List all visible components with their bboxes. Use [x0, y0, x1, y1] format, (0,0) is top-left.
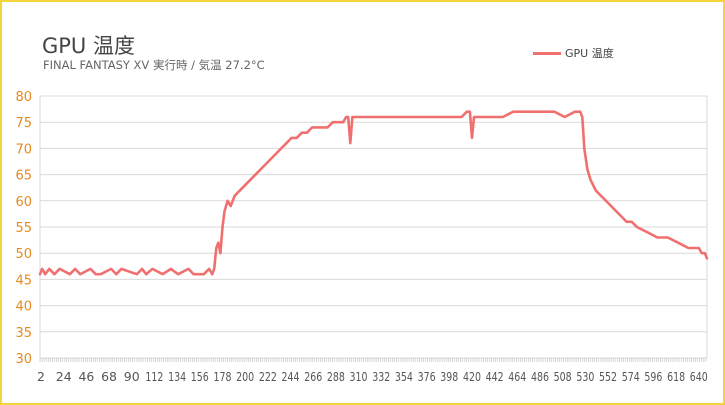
x-tick-label: 508 [554, 369, 572, 384]
x-tick-label: 596 [644, 369, 662, 384]
legend-label: GPU 温度 [565, 47, 614, 60]
x-tick-label: 244 [282, 369, 300, 384]
y-tick-label: 75 [15, 116, 32, 131]
chart-subtitle: FINAL FANTASY XV 実行時 / 気温 27.2°C [43, 58, 265, 72]
y-tick-label: 35 [15, 326, 32, 341]
y-tick-label: 60 [15, 195, 32, 210]
y-tick-labels: 30 35 40 45 50 55 60 65 70 75 80 [15, 90, 32, 367]
y-tick-label: 50 [15, 247, 32, 262]
x-tick-label: 200 [236, 369, 254, 384]
x-tick-label: 618 [667, 369, 685, 384]
x-tick-label: 640 [690, 369, 708, 384]
x-tick-marks [39, 358, 707, 362]
x-tick-label: 134 [168, 369, 186, 384]
x-tick-label: 68 [101, 369, 117, 384]
y-tick-label: 70 [15, 142, 32, 157]
y-tick-label: 55 [15, 221, 32, 236]
x-tick-label: 464 [508, 369, 526, 384]
x-tick-label: 112 [145, 369, 163, 384]
y-tick-label: 30 [15, 352, 32, 367]
series-line-gpu-temp [38, 110, 709, 276]
y-tick-label: 40 [15, 300, 32, 315]
grid-lines [39, 95, 708, 359]
legend: GPU 温度 [533, 45, 614, 61]
x-tick-label: 420 [463, 369, 481, 384]
y-tick-label: 45 [15, 273, 32, 288]
x-tick-label: 2 [37, 369, 45, 384]
x-tick-label: 332 [372, 369, 390, 384]
legend-swatch [533, 51, 561, 55]
x-tick-label: 310 [350, 369, 368, 384]
x-tick-label: 90 [124, 369, 140, 384]
x-tick-label: 398 [440, 369, 458, 384]
x-tick-label: 354 [395, 369, 413, 384]
x-tick-label: 376 [418, 369, 436, 384]
series-layer [38, 110, 709, 276]
x-tick-label: 46 [78, 369, 94, 384]
y-tick-label: 65 [15, 169, 32, 184]
x-tick-label: 442 [486, 369, 504, 384]
x-tick-label: 552 [599, 369, 617, 384]
x-tick-label: 288 [327, 369, 345, 384]
x-tick-label: 178 [213, 369, 231, 384]
x-tick-label: 486 [531, 369, 549, 384]
y-tick-label: 80 [15, 90, 32, 105]
x-tick-label: 266 [304, 369, 322, 384]
chart-title: GPU 温度 [42, 34, 135, 58]
x-tick-label: 156 [191, 369, 209, 384]
x-tick-label: 574 [622, 369, 640, 384]
x-tick-label: 222 [259, 369, 277, 384]
x-tick-labels: 2 24 46 68 90 112 134 156 178 200 222 244 266 288 310 3… [37, 369, 708, 384]
x-tick-label: 530 [576, 369, 594, 384]
x-tick-label: 24 [56, 369, 72, 384]
